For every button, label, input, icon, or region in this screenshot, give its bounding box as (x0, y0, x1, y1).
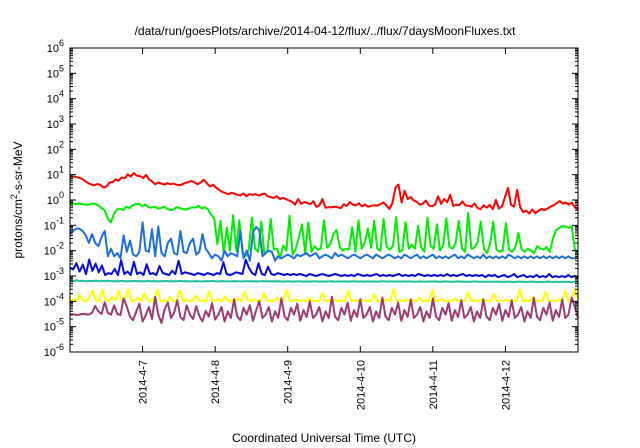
series-line-2 (69, 201, 579, 260)
series-line-3 (69, 221, 579, 262)
y-tick-label: 10-2 (44, 241, 64, 258)
x-tick-label: 2014-4-8 (210, 360, 222, 404)
plot-frame (69, 47, 579, 353)
x-axis-ticks: 2014-4-7 2014-4-8 2014-4-9 2014-4-10 2014-4-… (138, 48, 512, 410)
y-tick-label: 105 (47, 63, 64, 80)
y-tick-label: 10-5 (44, 317, 64, 334)
x-tick-label: 2014-4-7 (138, 360, 150, 404)
plot-area: 10-6 10-5 10-4 10-3 10-2 10-1 100 101 102 103 104 1… (44, 38, 579, 410)
y-axis-label-prefix: protons/cm (11, 199, 25, 258)
x-axis-label: Coordinated Universal Time (UTC) (232, 431, 416, 445)
y-tick-label: 10-3 (44, 266, 64, 283)
y-axis-ticks: 10-6 10-5 10-4 10-3 10-2 10-1 100 101 102 103 104 1… (44, 38, 578, 359)
series-line-5 (69, 279, 579, 283)
y-axis-label: protons/cm2-s-sr-MeV (9, 141, 25, 258)
y-tick-label: 10-4 (44, 291, 64, 308)
y-tick-label: 106 (47, 38, 64, 55)
y-tick-label: 103 (47, 114, 64, 131)
series-layer (69, 172, 579, 324)
series-line-7 (69, 295, 579, 324)
y-axis-label-suffix: -s-sr-MeV (11, 141, 25, 194)
series-line-4 (69, 258, 579, 279)
x-tick-label: 2014-4-12 (500, 360, 512, 410)
y-axis-label-sup: 2 (9, 194, 19, 199)
series-line-6 (69, 287, 579, 303)
y-tick-label: 104 (47, 89, 64, 106)
series-line-1 (69, 172, 579, 215)
chart-title: /data/run/goesPlots/archive/2014-04-12/f… (135, 24, 517, 38)
x-tick-label: 2014-4-9 (283, 360, 295, 404)
y-tick-label: 10-6 (44, 342, 64, 359)
y-tick-label: 102 (47, 139, 64, 156)
x-tick-label: 2014-4-10 (355, 360, 367, 410)
x-tick-label: 2014-4-11 (428, 360, 440, 409)
y-tick-label: 101 (47, 165, 64, 182)
y-tick-label: 100 (47, 190, 64, 207)
y-tick-label: 10-1 (44, 215, 64, 232)
